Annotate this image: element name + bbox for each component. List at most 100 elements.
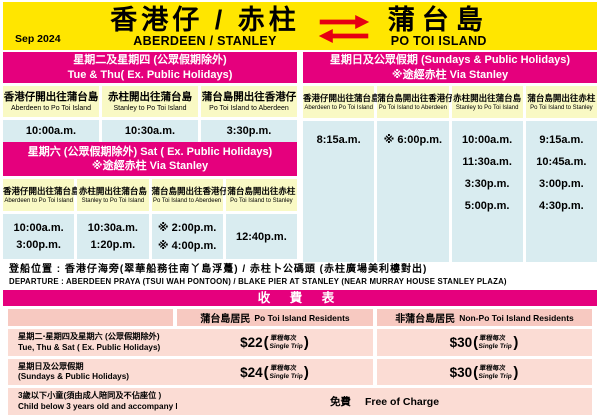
time-entry: 5:00p.m. [464,200,510,212]
fare-row-label-zh: 星期二‧星期四及星期六 (公眾假期除外) [18,332,160,341]
paren-open: ( [473,363,479,381]
route-titles: 香港仔 / 赤柱 ABERDEEN / STANLEY 蒲台島 PO TOI I… [3,2,597,48]
fare-row-label-en: Tue, Thu & Sat ( Ex. Public Holidays) [18,342,161,352]
tue-thu-banner-zh: 星期二及星期四 (公眾假期除外) [73,54,227,66]
column-header: 香港仔開出往蒲台島 Aberdeen to Po Toi Island [3,86,99,117]
tue-thu-banner-en: Tue & Thu( Ex. Public Holidays) [67,68,233,81]
time-entry: 3:00p.m. [16,239,61,252]
weekday-saturday-timetable: 星期二及星期四 (公眾假期除外) Tue & Thu( Ex. Public H… [3,52,297,259]
fare-amount: $24 [240,364,263,380]
column-header: 赤柱開出往蒲台島 Stanley to Po Toi Island [102,86,198,117]
time-entry: 3:30p.m. [464,178,510,190]
paren-open: ( [263,334,269,351]
saturday-banner-line2: ※途經赤柱 Via Stanley [91,160,209,172]
free-of-charge-en: Free of Charge [364,395,440,408]
tue-thu-banner: 星期二及星期四 (公眾假期除外) Tue & Thu( Ex. Public H… [3,52,297,83]
paren-close: ) [303,363,309,381]
column-header-en: Aberdeen to Po Toi Island [4,198,73,204]
column-header: 香港仔開出往蒲台島 Aberdeen to Po Toi Island [303,86,380,118]
route-right-title-zh: 蒲台島 [387,5,490,35]
departure-info: 登船位置 : 香港仔海旁(翠華船務往南丫島浮躉) / 赤柱卜公碼頭 (赤柱廣場美… [3,263,597,287]
time-entry: 3:00p.m. [539,178,584,190]
column-header-zh: 蒲台島開出往香港仔 [151,186,229,196]
time-entry: ※ 2:00p.m. [157,222,217,234]
route-right-title: 蒲台島 PO TOI ISLAND [388,5,490,48]
time-entry: 9:15a.m. [539,134,584,146]
fare-price-residents: $22 ( 單程每次 Single Trip ) [177,329,373,356]
time-entry: 10:45a.m. [536,156,587,168]
times-cell: 10:00a.m. [3,120,99,142]
times-cell: ※ 6:00p.m. [377,121,449,262]
saturday-times-row: 10:00a.m. 3:00p.m. 10:30a.m. 1:20p.m. ※ 2:… [3,214,297,259]
sunday-times-row: 8:15a.m. ※ 6:00p.m. 10:00a.m. 11:30a.m. 3:… [303,121,597,262]
single-trip-note-en: Single Trip [478,372,513,379]
column-header-en: Aberdeen to Po Toi Island [10,104,92,112]
single-trip-note-en: Single Trip [478,342,513,350]
times-cell: 8:15a.m. [303,121,375,262]
free-of-charge-zh: 免費 [329,396,351,408]
departure-info-zh: 登船位置 : 香港仔海旁(翠華船務往南丫島浮躉) / 赤柱卜公碼頭 (赤柱廣場美… [9,264,428,275]
fare-amount: $30 [449,335,473,350]
single-trip-note-en: Single Trip [268,372,303,379]
time-entry: 10:00a.m. [13,221,64,234]
times-cell: 9:15a.m. 10:45a.m. 3:00p.m. 4:30p.m. [525,121,597,262]
time-entry: 12:40p.m. [236,230,287,243]
column-header-en: Po Toi Island to Stanley [230,198,293,204]
route-right-title-en: PO TOI ISLAND [390,34,487,48]
time-entry: 3:30p.m. [226,125,272,137]
single-trip-note: 單程每次 Single Trip [269,335,304,350]
column-header-zh: 蒲台島開出往赤柱 [227,186,296,196]
fare-header-residents: 蒲台島居民 Po Toi Island Residents [177,309,373,326]
times-cell: ※ 2:00p.m. ※ 4:00p.m. [151,214,223,259]
column-header-zh: 蒲台島開出往香港仔 [201,90,297,103]
fare-header-residents-zh: 蒲台島居民 [200,314,251,325]
times-cell: 10:00a.m. 11:30a.m. 3:30p.m. 5:00p.m. [451,121,523,262]
sunday-banner-line1: 星期日及公眾假期 (Sundays & Public Holidays) [329,54,571,66]
paren-open: ( [473,334,479,351]
sunday-banner: 星期日及公眾假期 (Sundays & Public Holidays) ※途經… [303,52,597,83]
paren-close: ) [303,334,309,351]
time-entry: 11:30a.m. [462,156,512,168]
column-header: 蒲台島開出往香港仔 Po Toi Island to Aberdeen [151,179,229,211]
fare-row-label: 3歲以下小童(須由成人陪同及不佔座位 ) Child below 3 years… [8,388,208,415]
time-entry: 8:15a.m. [316,134,361,146]
column-header-zh: 赤柱開出往蒲台島 [453,93,522,103]
fare-header-empty [8,309,173,326]
column-header-zh: 蒲台島開出往香港仔 [377,93,454,103]
fare-amount: $30 [449,364,473,380]
route-left-title: 香港仔 / 赤柱 ABERDEEN / STANLEY [110,5,300,48]
time-entry: 10:30a.m. [87,221,138,234]
paren-close: ) [513,334,519,351]
single-trip-note: 單程每次 Single Trip [269,365,304,380]
times-cell: 10:30a.m. 1:20p.m. [77,214,149,259]
column-header-en: Po Toi Island to Stanley [530,105,593,111]
time-entry: 10:30a.m. [124,125,176,137]
fare-row-label-zh: 3歲以下小童(須由成人陪同及不佔座位 ) [18,391,162,400]
times-cell: 3:30p.m. [201,120,297,142]
time-entry: 10:00a.m. [462,134,513,146]
fare-row-label: 星期日及公眾假期 (Sundays & Public Holidays) [8,359,183,385]
fare-header-non-residents-zh: 非蒲台島居民 [395,314,456,325]
time-entry: 10:00a.m. [25,125,77,137]
fare-price-non-residents: $30 ( 單程每次 Single Trip ) [377,329,592,356]
route-left-title-zh: 香港仔 / 赤柱 [110,5,300,35]
column-header: 蒲台島開出往香港仔 Po Toi Island to Aberdeen [377,86,454,118]
column-header-en: Aberdeen to Po Toi Island [304,105,373,111]
saturday-column-headers: 香港仔開出往蒲台島 Aberdeen to Po Toi Island 赤柱開出… [3,179,297,211]
fare-header-non-residents-en: Non-Po Toi Island Residents [459,312,574,323]
column-header: 蒲台島開出往香港仔 Po Toi Island to Aberdeen [201,86,297,117]
issue-date: Sep 2024 [15,33,61,45]
sunday-holiday-timetable: 星期日及公眾假期 (Sundays & Public Holidays) ※途經… [303,52,597,262]
fare-amount: $22 [240,335,263,350]
column-header: 蒲台島開出往赤柱 Po Toi Island to Stanley [225,179,297,211]
departure-info-en: DEPARTURE : ABERDEEN PRAYA (TSUI WAH PON… [9,277,507,286]
time-entry: 4:30p.m. [539,200,584,212]
single-trip-note-zh: 單程每次 [269,364,297,372]
single-trip-note-zh: 單程每次 [479,335,506,342]
column-header-zh: 香港仔開出往蒲台島 [3,186,80,196]
route-left-title-en: ABERDEEN / STANLEY [133,34,277,48]
fare-header-residents-en: Po Toi Island Residents [254,312,350,323]
fare-row-label-zh: 星期日及公眾假期 [18,361,84,371]
fare-free-of-charge: 免費 Free of Charge [177,388,592,415]
